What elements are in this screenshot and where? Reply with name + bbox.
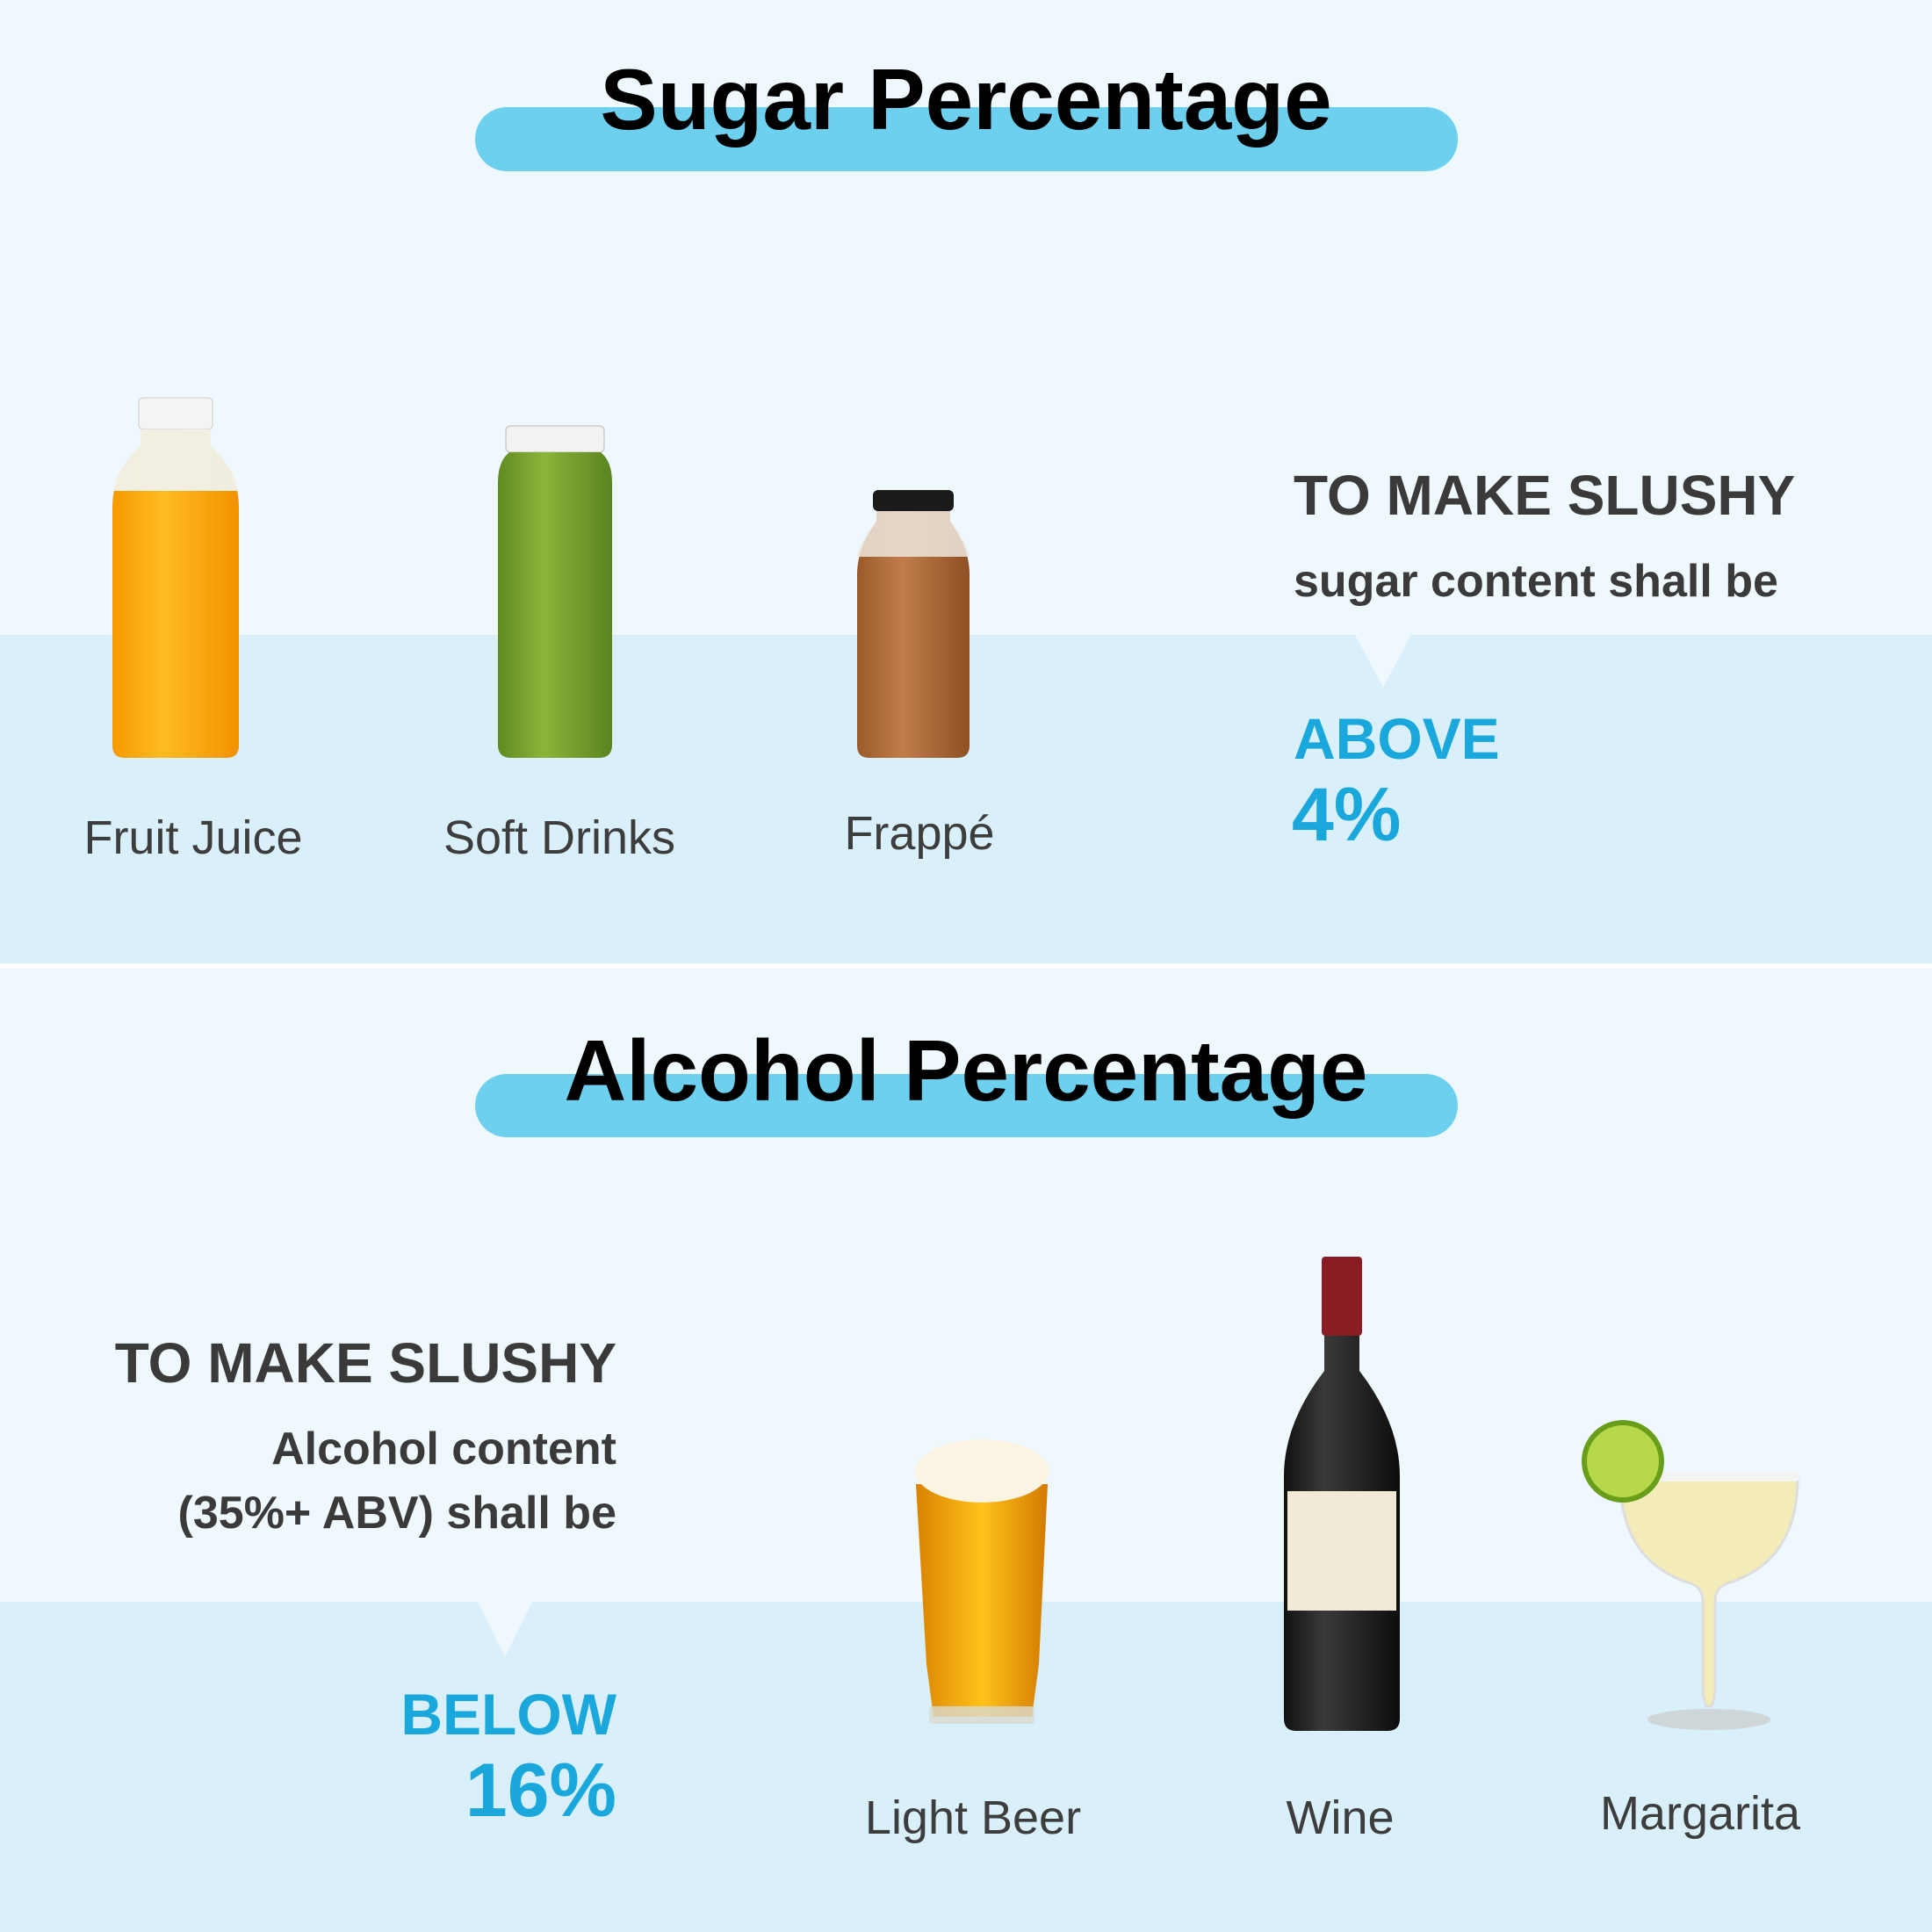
item-label: Wine (1286, 1791, 1394, 1844)
item-label: Soft Drinks (443, 811, 675, 864)
item-label: Margarita (1600, 1787, 1801, 1840)
note-qualifier: BELOW (400, 1682, 616, 1747)
pointer (478, 1602, 532, 1657)
title-pill (475, 107, 1458, 171)
light-beer-glass (915, 1439, 1049, 1724)
soft-drinks-bottle (498, 425, 612, 758)
note-line: (35%+ ABV) shall be (178, 1488, 616, 1539)
fruit-juice-bottle (112, 397, 239, 758)
section-title: Alcohol Percentage (565, 1022, 1368, 1119)
item-label: Frappé (844, 807, 994, 860)
margarita-glass (1582, 1420, 1799, 1730)
frappe-bottle (857, 490, 970, 758)
section-title: Sugar Percentage (600, 51, 1331, 148)
note-heading: TO MAKE SLUSHY (1294, 464, 1795, 527)
divider (0, 963, 1932, 969)
item-label: Light Beer (865, 1791, 1081, 1844)
note-value: 4% (1292, 773, 1401, 857)
wine-bottle (1284, 1257, 1400, 1731)
title-pill (475, 1074, 1458, 1137)
note-line: sugar content shall be (1294, 556, 1778, 607)
item-label: Fruit Juice (83, 811, 302, 864)
pointer (1355, 635, 1411, 688)
note-heading: TO MAKE SLUSHY (115, 1331, 616, 1395)
note-qualifier: ABOVE (1294, 706, 1500, 771)
note-value: 16% (465, 1748, 616, 1833)
note-line: Alcohol content (271, 1424, 616, 1474)
